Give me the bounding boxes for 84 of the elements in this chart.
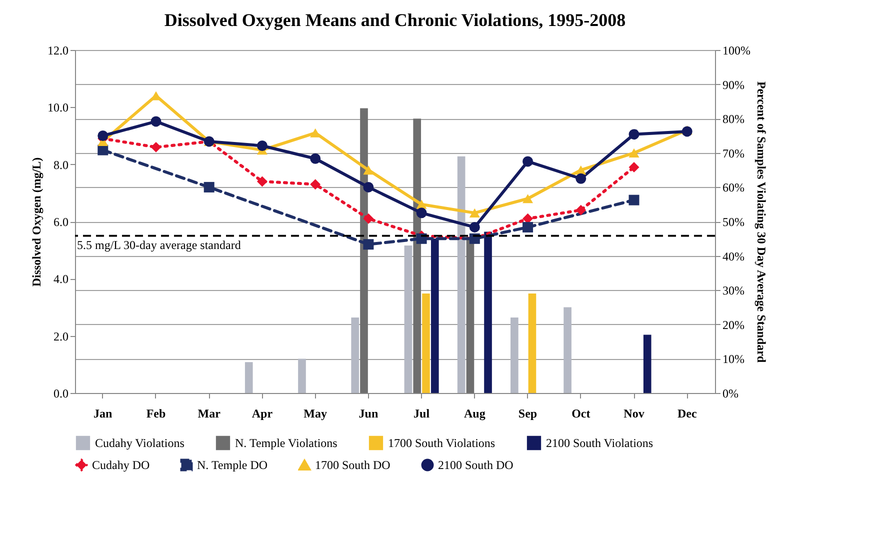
x-tick-label: Aug [464, 406, 486, 420]
bar [457, 156, 466, 393]
point [98, 144, 108, 156]
y-tick-label: 6.0 [54, 215, 68, 229]
y2-tick-label: 30% [722, 284, 744, 298]
x-tick-label: Apr [252, 406, 274, 420]
point [576, 204, 586, 216]
y2-tick-label: 0% [722, 386, 738, 400]
y-axis-title: Dissolved Oxygen (mg/L) [30, 157, 44, 287]
point [522, 222, 534, 232]
point [628, 162, 640, 172]
y2-tick-label: 90% [722, 78, 744, 92]
bar [298, 358, 306, 393]
point [98, 130, 108, 141]
point [363, 182, 374, 192]
y2-tick-label: 20% [722, 318, 744, 332]
point [310, 179, 321, 190]
y2-tick-label: 100% [722, 44, 750, 58]
point [256, 176, 268, 187]
y2-tick-label: 50% [722, 215, 744, 229]
x-tick-label: Oct [572, 406, 590, 420]
bar [422, 294, 430, 393]
point [150, 142, 162, 152]
point [204, 182, 214, 192]
y-tick-label: 10.0 [48, 100, 68, 115]
legend-label: N. Temple DO [197, 458, 268, 472]
bar [466, 238, 474, 393]
legend-label: Cudahy Violations [95, 436, 185, 450]
point [363, 166, 374, 175]
bar [528, 294, 536, 393]
bar [430, 238, 439, 393]
point [416, 208, 427, 218]
y2-tick-label: 10% [722, 352, 744, 366]
bar [360, 108, 368, 393]
bar [643, 334, 652, 393]
point [363, 239, 374, 250]
bar [351, 318, 360, 393]
point [576, 173, 586, 184]
bar [484, 232, 492, 393]
y-tick-label: 0.0 [54, 386, 68, 400]
bar [510, 318, 518, 393]
bar [564, 307, 572, 393]
x-tick-label: Jul [414, 406, 430, 420]
y-tick-label: 12.0 [48, 44, 68, 58]
legend-label: Cudahy DO [92, 458, 150, 472]
point [469, 222, 480, 232]
point [628, 194, 640, 206]
x-tick-label: Feb [146, 406, 166, 420]
legend-label: 1700 South DO [315, 458, 391, 472]
point [522, 194, 534, 204]
point [310, 153, 321, 164]
point [310, 128, 321, 138]
x-tick-label: Nov [624, 406, 644, 420]
point [628, 129, 640, 140]
x-tick-label: Sep [518, 406, 538, 420]
x-tick-label: Jan [94, 406, 113, 420]
y-tick-label: 8.0 [54, 158, 68, 172]
x-tick-label: Jun [358, 406, 378, 420]
ref-line-label: 5.5 mg/L 30-day average standard [77, 238, 241, 252]
y2-tick-label: 60% [722, 180, 744, 195]
point [363, 213, 374, 224]
point [150, 116, 162, 127]
bar [413, 118, 422, 393]
x-tick-label: Dec [677, 406, 698, 420]
bar [244, 362, 253, 393]
y2-tick-label: 70% [722, 146, 744, 160]
point [469, 208, 480, 218]
y2-axis-title: Percent of Samples Violating 30 Day Average Standard [754, 81, 768, 363]
point [628, 148, 640, 158]
y-tick-label: 4.0 [54, 272, 68, 286]
y2-tick-label: 80% [722, 112, 744, 126]
point [256, 140, 268, 151]
y2-tick-label: 40% [722, 249, 744, 264]
y-tick-label: 2.0 [54, 329, 68, 344]
point [416, 233, 427, 244]
legend-label: 2100 South Violations [546, 436, 654, 450]
chart-title: Dissolved Oxygen Means and Chronic Violations, 1995-2008 [164, 10, 626, 30]
legend-label: N. Temple Violations [235, 436, 338, 450]
legend-label: 2100 South DO [438, 458, 514, 472]
x-tick-label: Mar [198, 406, 222, 420]
point [522, 156, 534, 167]
x-tick-label: May [304, 406, 327, 420]
bar [404, 246, 412, 393]
legend-label: 1700 South Violations [388, 436, 496, 450]
